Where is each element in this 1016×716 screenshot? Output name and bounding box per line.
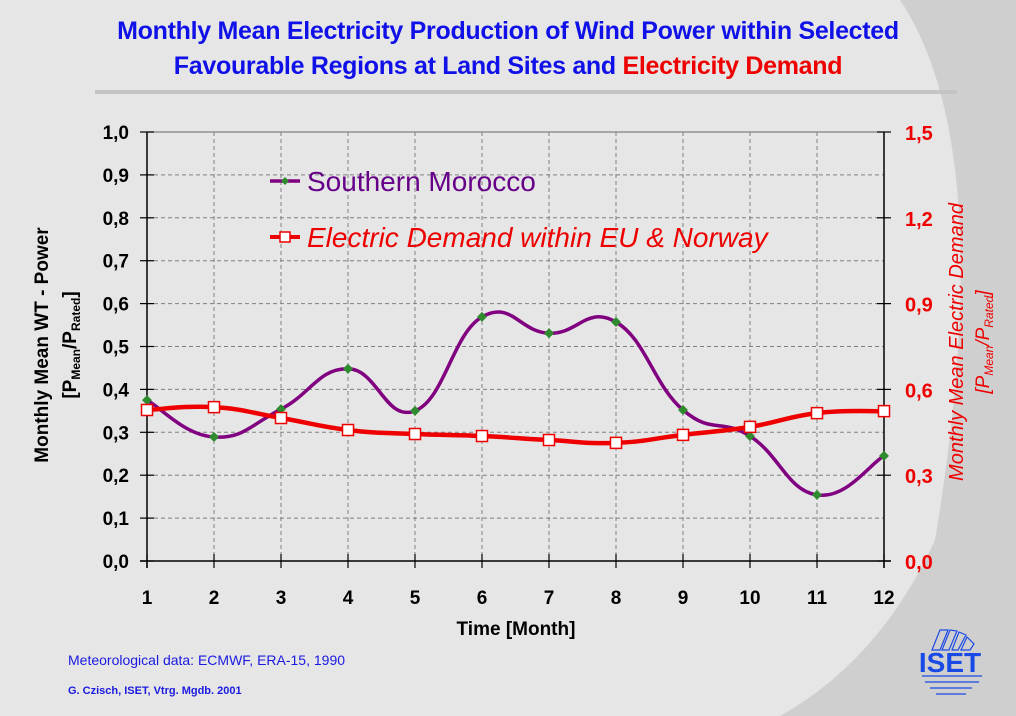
left-y-tick-label: 0,7 (103, 252, 129, 273)
left-y-tick-label: 1,0 (103, 123, 129, 144)
morocco-data-point (209, 432, 219, 443)
right-y-tick-label: 1,2 (905, 209, 933, 231)
morocco-data-point (343, 363, 353, 374)
logo-wing-icon (931, 629, 975, 651)
demand-line (146, 404, 885, 446)
slide-title-line1: Monthly Mean Electricity Production of W… (117, 17, 899, 45)
legend-label-morocco: Southern Morocco (307, 166, 536, 197)
left-y-tick-label: 0,0 (103, 552, 129, 573)
tick-labels: 0,00,10,20,30,40,50,60,70,80,91,01 2 3 4 5 6 7… (103, 123, 933, 609)
left-y-tick-label: 0,6 (103, 295, 129, 316)
demand-data-point (810, 406, 824, 420)
morocco-data-point (879, 450, 889, 461)
demand-data-point (341, 423, 355, 437)
left-y-axis-label: Monthly Mean WT - Power [PMean/PRated] (32, 227, 83, 463)
left-y-tick-label: 0,3 (103, 423, 129, 444)
title-blue-part: Favourable Regions at Land Sites and (173, 52, 623, 80)
right-y-tick-label: 0,3 (905, 466, 933, 488)
left-y-tick-label: 0,4 (103, 380, 130, 401)
x-axis-label: Time [Month] (457, 619, 576, 640)
title-red-part: Electricity Demand (622, 52, 843, 80)
author-credit: G. Czisch, ISET, Vtrg. Mgdb. 2001 (68, 685, 242, 697)
demand-data-point (609, 436, 623, 450)
morocco-data-point (276, 404, 286, 415)
x-tick-label: 3 (276, 588, 287, 609)
right-y-axis-unit: [PMean/PRated] (973, 290, 996, 395)
background-arc-shape (0, 0, 961, 716)
demand-data-point (140, 403, 154, 417)
right-y-axis-title: Monthly Mean Electric Demand (946, 202, 968, 481)
x-tick-label: 2 (209, 588, 220, 609)
x-tick-label: 9 (678, 588, 689, 609)
legend-label-demand: Electric Demand within EU & Norway (307, 222, 770, 253)
right-y-tick-label: 1,5 (905, 123, 933, 145)
demand-data-point (676, 428, 690, 442)
axis-labels: Time [Month] Monthly Mean WT - Power [PM… (32, 202, 996, 640)
series-electric-demand (140, 400, 891, 450)
morocco-data-point (745, 431, 755, 442)
morocco-data-point (678, 404, 688, 415)
left-y-axis-title: Monthly Mean WT - Power (32, 227, 53, 463)
right-y-tick-label: 0,6 (905, 380, 933, 402)
left-y-axis-unit: [PMean/PRated] (60, 291, 83, 398)
slide-title-line2: Favourable Regions at Land Sites and Ele… (0, 52, 1016, 81)
morocco-data-point (410, 405, 420, 416)
demand-data-point (475, 429, 489, 443)
left-y-tick-label: 0,8 (103, 209, 129, 230)
iset-logo: ISET (919, 629, 982, 695)
series-southern-morocco (142, 310, 889, 500)
morocco-data-point (477, 311, 487, 322)
logo-text: ISET (919, 647, 981, 678)
legend-item-electric-demand: Electric Demand within EU & Norway (270, 222, 770, 253)
grid (147, 131, 884, 561)
left-y-tick-label: 0,2 (103, 466, 129, 487)
morocco-data-point (142, 395, 152, 406)
left-y-tick-label: 0,9 (103, 166, 129, 187)
data-source-note: Meteorological data: ECMWF, ERA-15, 1990 (68, 652, 346, 668)
demand-data-point (274, 411, 288, 425)
legend-diamond-marker (281, 177, 289, 185)
x-tick-label: 12 (873, 588, 894, 609)
demand-data-point (743, 420, 757, 434)
x-tick-label: 1 (142, 588, 153, 609)
right-y-axis-label: Monthly Mean Electric Demand [PMean/PRat… (946, 202, 996, 481)
x-tick-label: 4 (343, 588, 354, 609)
title-divider (95, 90, 957, 94)
legend-item-southern-morocco: Southern Morocco (270, 166, 536, 197)
legend: Southern Morocco Electric Demand within E… (270, 166, 770, 253)
left-y-tick-label: 0,1 (103, 509, 130, 530)
demand-data-point (542, 433, 556, 447)
x-tick-label: 11 (807, 588, 828, 609)
x-tick-label: 8 (611, 588, 622, 609)
right-y-tick-label: 0,9 (905, 295, 933, 317)
demand-data-point (408, 427, 422, 441)
morocco-data-point (544, 328, 554, 339)
series (140, 310, 891, 500)
demand-data-point (877, 404, 891, 418)
x-tick-label: 6 (477, 588, 488, 609)
morocco-data-point (812, 489, 822, 500)
right-y-tick-label: 0,0 (905, 552, 933, 574)
x-tick-label: 10 (739, 588, 760, 609)
morocco-line (146, 310, 885, 497)
demand-data-point (207, 400, 221, 414)
logo-base-lines (922, 675, 982, 695)
left-y-tick-label: 0,5 (103, 338, 130, 359)
x-tick-label: 5 (410, 588, 421, 609)
legend-square-marker (279, 231, 291, 243)
morocco-data-point (611, 317, 621, 328)
x-tick-label: 7 (544, 588, 555, 609)
axes (140, 131, 891, 568)
